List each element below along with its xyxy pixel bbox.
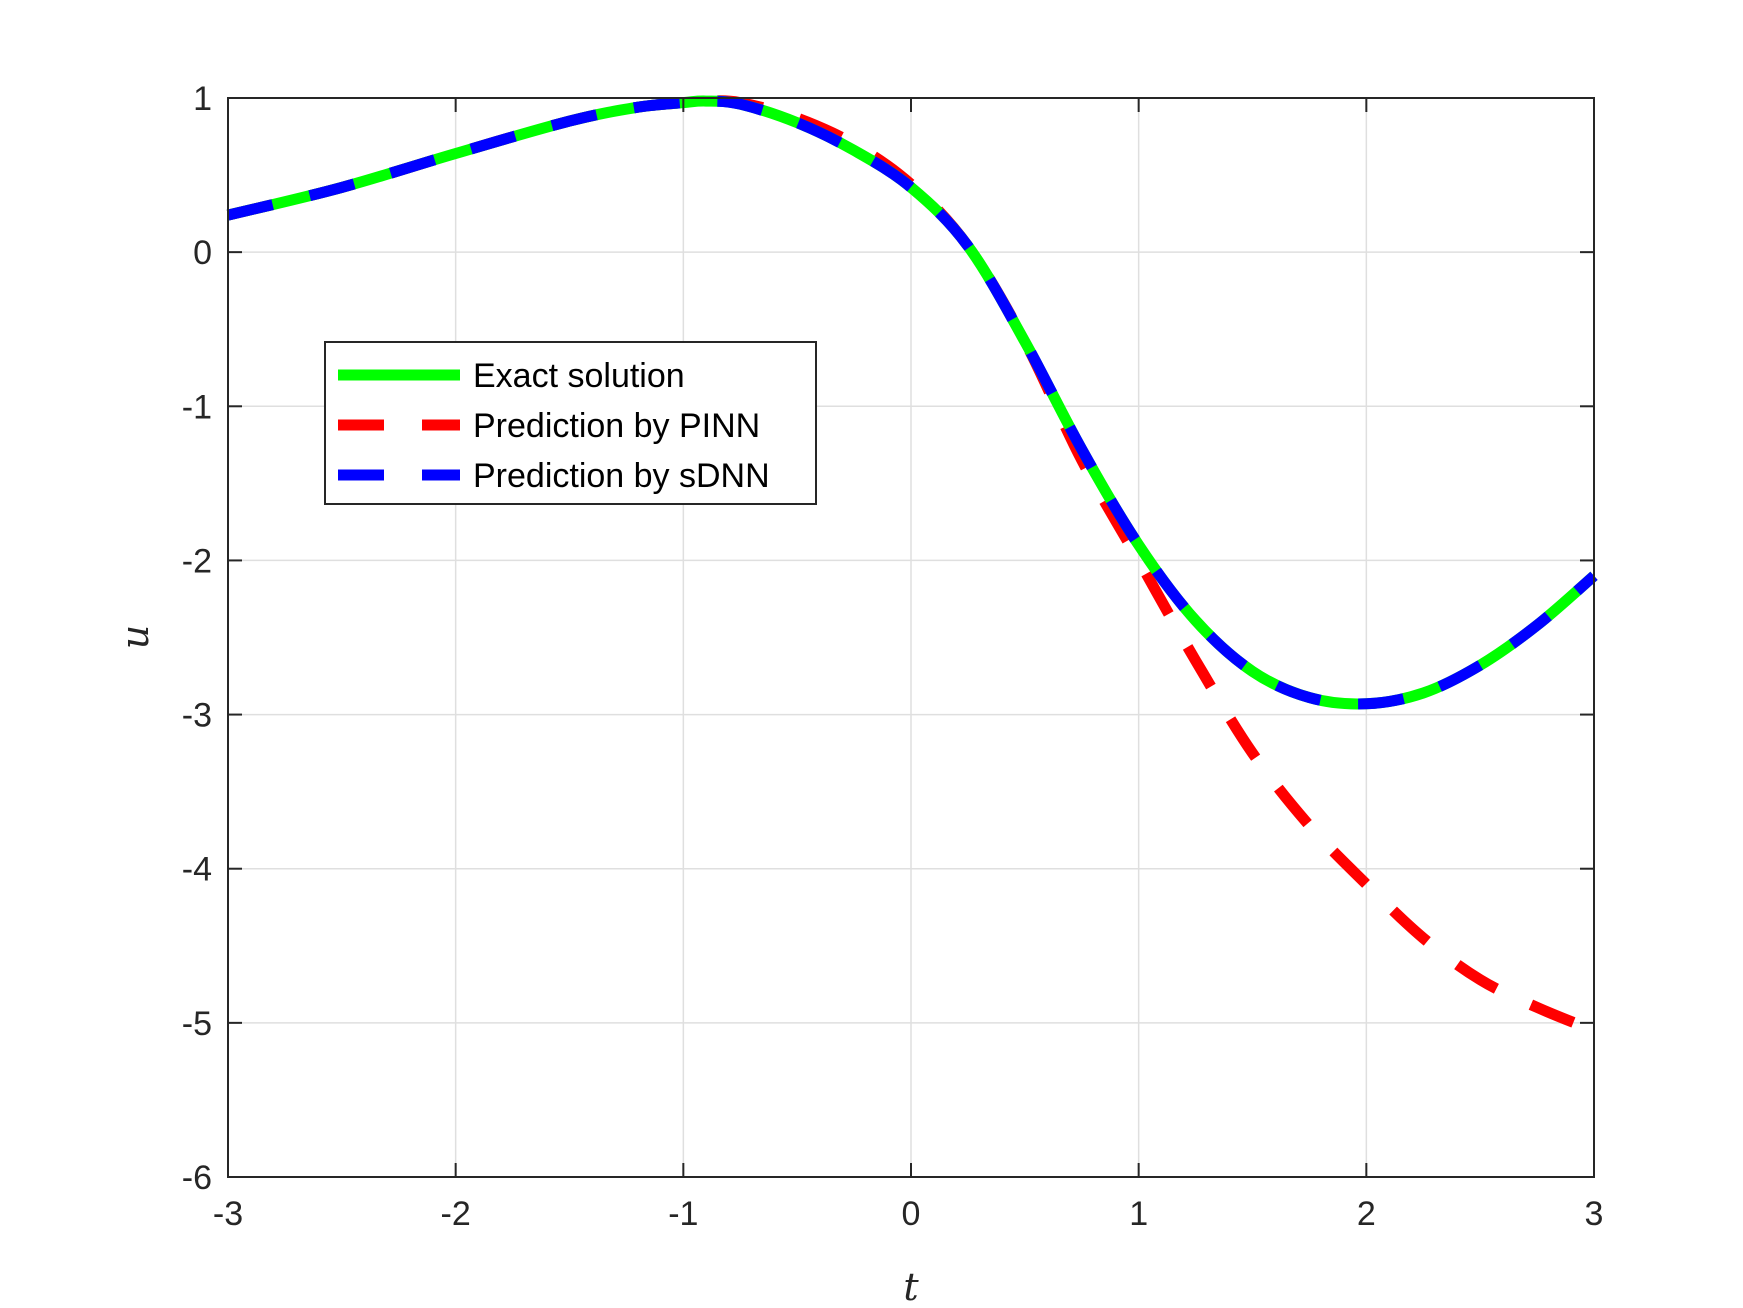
y-tick-label: 1 xyxy=(193,80,212,118)
y-tick-label: -6 xyxy=(182,1159,212,1197)
legend-label-pinn: Prediction by PINN xyxy=(473,407,760,445)
series-line-sdnn xyxy=(226,95,1598,710)
legend: Exact solution Prediction by PINN Predic… xyxy=(324,341,817,505)
x-tick-label: 2 xyxy=(1357,1195,1376,1233)
legend-label-sdnn: Prediction by sDNN xyxy=(473,457,770,495)
x-tick-label: -2 xyxy=(441,1195,471,1233)
y-tick-label: -1 xyxy=(182,388,212,426)
legend-box xyxy=(324,341,817,505)
legend-label-exact: Exact solution xyxy=(473,357,685,395)
y-tick-label: -4 xyxy=(182,851,212,889)
y-tick-label: -5 xyxy=(182,1005,212,1043)
y-tick-labels: 1 0 -1 -2 -3 -4 -5 -6 xyxy=(182,80,212,1197)
x-tick-label: 3 xyxy=(1585,1195,1604,1233)
x-axis-label: t xyxy=(903,1265,919,1308)
x-tick-label: -3 xyxy=(213,1195,243,1233)
series-layer xyxy=(226,95,1598,1036)
x-tick-label: 1 xyxy=(1129,1195,1148,1233)
y-tick-label: -3 xyxy=(182,697,212,735)
y-axis-label: u xyxy=(113,625,157,649)
axis-ticks xyxy=(227,97,1595,1178)
x-tick-labels: -3 -2 -1 0 1 2 3 xyxy=(213,1195,1604,1233)
y-tick-label: -2 xyxy=(182,542,212,580)
x-tick-label: 0 xyxy=(902,1195,921,1233)
y-tick-label: 0 xyxy=(193,234,212,272)
x-tick-label: -1 xyxy=(668,1195,698,1233)
